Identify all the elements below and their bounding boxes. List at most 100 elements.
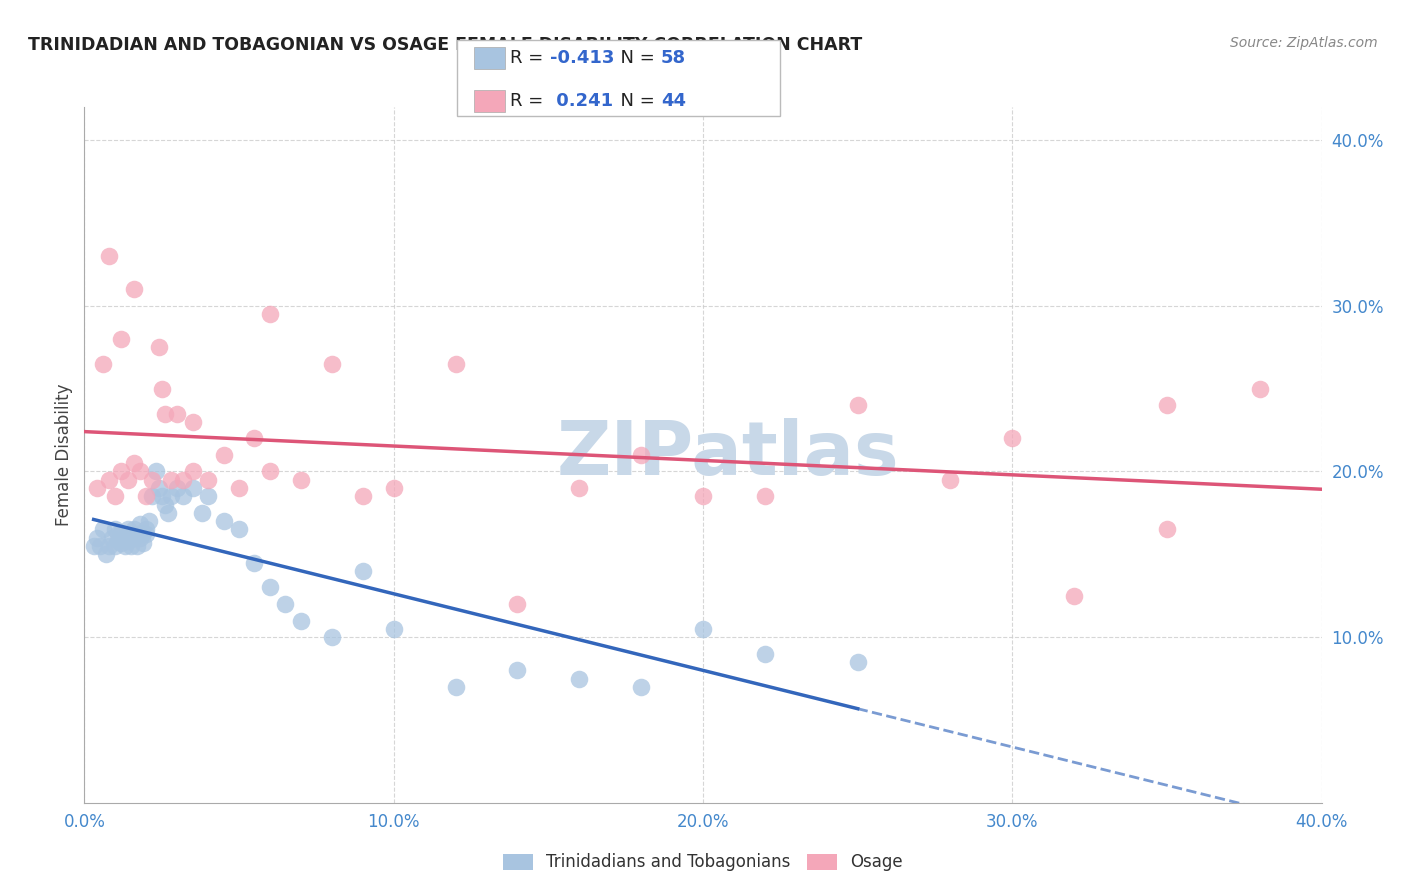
Point (243, 431, 266, 445)
Point (197, 473, 219, 487)
Text: Source: ZipAtlas.com: Source: ZipAtlas.com (1230, 36, 1378, 50)
Point (91, 523, 114, 537)
Text: 44: 44 (661, 92, 686, 110)
Point (132, 535, 155, 549)
Point (259, 307, 281, 321)
Text: R =: R = (510, 92, 550, 110)
Point (181, 481, 204, 495)
Y-axis label: Female Disability: Female Disability (55, 384, 73, 526)
Point (1001, 431, 1024, 445)
Point (110, 465, 132, 479)
Point (506, 663, 529, 677)
Point (83, 539, 105, 553)
Point (754, 647, 776, 661)
Point (191, 506, 214, 520)
Point (568, 672, 591, 686)
Point (141, 473, 163, 487)
Point (153, 498, 176, 512)
Point (228, 481, 250, 495)
Point (692, 622, 714, 636)
Legend: Trinidadians and Tobagonians, Osage: Trinidadians and Tobagonians, Osage (496, 847, 910, 878)
Point (107, 527, 129, 541)
Point (117, 534, 139, 549)
Point (352, 489, 374, 503)
Point (243, 556, 266, 570)
Point (153, 407, 176, 421)
Point (754, 489, 776, 503)
Point (104, 489, 127, 503)
Point (259, 465, 281, 479)
Text: N =: N = (609, 92, 661, 110)
Point (122, 456, 145, 470)
Point (91, 357, 114, 371)
Point (101, 531, 124, 545)
Point (98, 473, 121, 487)
Point (444, 680, 467, 694)
Point (122, 282, 145, 296)
Point (274, 597, 297, 611)
Point (630, 448, 652, 462)
Point (120, 531, 142, 545)
Point (135, 527, 157, 541)
Point (135, 523, 157, 537)
Point (1156, 398, 1178, 412)
Point (125, 527, 148, 541)
Point (212, 514, 235, 528)
Point (160, 489, 183, 503)
Point (117, 473, 139, 487)
Text: 0.241: 0.241 (550, 92, 613, 110)
Point (846, 398, 869, 412)
Point (181, 465, 204, 479)
Point (125, 539, 148, 553)
Point (117, 523, 139, 537)
Point (382, 622, 405, 636)
Point (197, 489, 219, 503)
Point (506, 597, 529, 611)
Point (212, 448, 235, 462)
Point (181, 415, 204, 429)
Point (1249, 382, 1271, 396)
Point (132, 525, 155, 540)
Point (104, 539, 127, 553)
Point (148, 481, 170, 495)
Point (444, 357, 467, 371)
Point (107, 534, 129, 549)
Text: 58: 58 (661, 49, 686, 67)
Point (166, 481, 188, 495)
Point (86, 531, 108, 545)
Point (692, 489, 714, 503)
Point (129, 465, 152, 479)
Point (321, 357, 343, 371)
Point (98, 539, 121, 553)
Text: -0.413: -0.413 (550, 49, 614, 67)
Point (129, 531, 152, 545)
Point (160, 473, 183, 487)
Point (630, 680, 652, 694)
Point (110, 525, 132, 540)
Point (290, 473, 312, 487)
Point (148, 340, 170, 354)
Point (135, 489, 157, 503)
Point (114, 539, 136, 553)
Point (382, 481, 405, 495)
Point (122, 523, 145, 537)
Point (94, 547, 117, 561)
Point (120, 539, 142, 553)
Point (150, 382, 173, 396)
Point (145, 465, 167, 479)
Point (228, 523, 250, 537)
Point (138, 514, 160, 528)
Text: ZIPatlas: ZIPatlas (557, 418, 898, 491)
Point (150, 489, 173, 503)
Text: TRINIDADIAN AND TOBAGONIAN VS OSAGE FEMALE DISABILITY CORRELATION CHART: TRINIDADIAN AND TOBAGONIAN VS OSAGE FEMA… (28, 36, 862, 54)
Point (89, 539, 111, 553)
Point (1156, 523, 1178, 537)
Point (172, 473, 194, 487)
Point (172, 489, 194, 503)
Point (110, 332, 132, 346)
Point (846, 655, 869, 669)
Point (98, 249, 121, 263)
Point (156, 506, 179, 520)
Point (259, 581, 281, 595)
Point (104, 523, 127, 537)
